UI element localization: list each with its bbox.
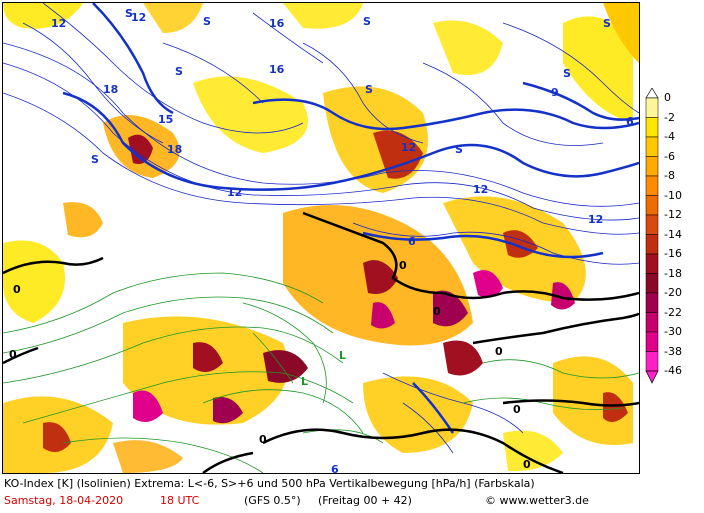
label-6d: 6: [331, 463, 339, 473]
label-zero-5: 0: [495, 345, 503, 358]
date-text: Samstag, 18-04-2020: [4, 494, 124, 507]
legend-label: -20: [664, 286, 682, 299]
legend-label: -4: [664, 130, 675, 143]
green-isolines: [3, 272, 639, 473]
legend-swatch: [645, 234, 659, 255]
legend-label: -22: [664, 305, 682, 319]
time-text: 18 UTC: [160, 494, 200, 507]
label-18: 18: [103, 83, 118, 96]
footer: KO-Index [K] (Isolinien) Extrema: L<-6, …: [0, 474, 704, 513]
legend-label: -6: [664, 149, 675, 163]
label-zero-1: 0: [13, 283, 21, 296]
legend-label: -2: [664, 110, 675, 124]
thick-blue-isolines: [62, 3, 639, 434]
description-line: KO-Index [K] (Isolinien) Extrema: L<-6, …: [4, 477, 535, 490]
label-s8: S: [603, 17, 611, 30]
model-text: (GFS 0.5°): [244, 494, 301, 507]
label-s3: S: [363, 15, 371, 28]
label-s9: S: [175, 65, 183, 78]
label-zero-8: 0: [523, 458, 531, 471]
legend-label: -30: [664, 325, 682, 338]
label-12e: 12: [588, 213, 603, 226]
legend-swatch: [645, 273, 659, 294]
zero-isolines: [3, 211, 639, 473]
legend-label: -18: [664, 266, 682, 280]
legend-swatch: [645, 156, 659, 177]
legend-label: -38: [664, 344, 682, 358]
legend-swatch: [645, 175, 659, 196]
map-area: 12 18 16 15 12 6 12 12 12 9 6 6 12 18 16…: [2, 2, 640, 474]
legend-swatch: [645, 351, 659, 372]
legend-swatch: [645, 331, 659, 352]
label-16b: 16: [269, 63, 285, 76]
vertical-motion-shading: [3, 3, 639, 473]
label-s4: S: [91, 153, 99, 166]
label-18b: 18: [167, 143, 182, 156]
legend-label: 0: [664, 91, 671, 104]
label-16: 16: [269, 17, 285, 30]
label-zero-6: 0: [513, 403, 521, 416]
label-12: 12: [51, 17, 66, 30]
label-12c: 12: [401, 141, 416, 154]
label-s2: S: [203, 15, 211, 28]
label-15: 15: [158, 113, 173, 126]
label-12f: 12: [131, 11, 146, 24]
label-zero-2: 0: [9, 348, 17, 361]
label-l1: L: [301, 375, 308, 388]
legend-swatch: [645, 136, 659, 157]
label-6b: 9: [551, 86, 559, 99]
run-text: (Freitag 00 + 42): [318, 494, 412, 507]
label-6c: 6: [626, 115, 634, 128]
label-6: 6: [408, 235, 416, 248]
legend-top-arrow: [645, 88, 659, 99]
legend-bottom-arrow: [645, 370, 659, 384]
legend-swatch: [645, 214, 659, 235]
label-s5: S: [365, 83, 373, 96]
legend-swatch: [645, 97, 659, 118]
label-l2: L: [339, 349, 346, 362]
map-annotations: 12 18 16 15 12 6 12 12 12 9 6 6 12 18 16…: [9, 7, 634, 473]
legend-swatch: [645, 195, 659, 216]
legend-swatch: [645, 312, 659, 333]
blue-isolines: [3, 3, 639, 454]
legend-swatch: [645, 117, 659, 138]
weather-map-svg: 12 18 16 15 12 6 12 12 12 9 6 6 12 18 16…: [3, 3, 639, 473]
label-zero-7: 0: [259, 433, 267, 446]
legend-label: -12: [664, 208, 682, 221]
label-12b: 12: [227, 186, 242, 199]
label-zero-3: 0: [399, 259, 407, 272]
label-12d: 12: [473, 183, 488, 196]
color-legend: 0 -2 -4 -6 -8 -10 -12 -14 -16 -18 -20 -22 -30 -38 -46: [644, 88, 704, 388]
legend-swatch: [645, 292, 659, 313]
legend-label: -46: [664, 364, 682, 377]
legend-swatch: [645, 253, 659, 274]
legend-label: -14: [664, 227, 682, 241]
legend-scale: [645, 88, 659, 384]
legend-label: -8: [664, 169, 675, 182]
label-s7: S: [563, 67, 571, 80]
legend-label: -16: [664, 247, 682, 260]
label-s1: S: [125, 7, 133, 20]
copyright-text: © www.wetter3.de: [485, 494, 589, 507]
label-zero-4: 0: [433, 305, 441, 318]
legend-label: -10: [664, 188, 682, 202]
label-s6: S: [455, 143, 463, 156]
